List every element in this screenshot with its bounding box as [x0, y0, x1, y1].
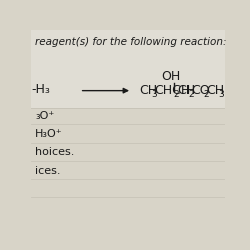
Text: ₃O⁺: ₃O⁺ — [35, 111, 54, 121]
Text: CH: CH — [139, 84, 157, 97]
Text: CHCH: CHCH — [154, 84, 190, 97]
Text: -H₃: -H₃ — [31, 83, 50, 96]
Text: OH: OH — [161, 70, 180, 83]
Bar — [31, 30, 225, 108]
Text: 2: 2 — [188, 90, 194, 99]
Text: 2: 2 — [174, 90, 179, 99]
Text: 2: 2 — [204, 90, 209, 99]
Text: H₃O⁺: H₃O⁺ — [35, 129, 63, 139]
Text: CO: CO — [192, 84, 210, 97]
Text: hoices.: hoices. — [35, 147, 74, 157]
Text: CH: CH — [206, 84, 225, 97]
Text: reagent(s) for the following reaction:: reagent(s) for the following reaction: — [35, 36, 226, 46]
Text: 3: 3 — [218, 90, 224, 99]
Text: 3: 3 — [151, 90, 157, 99]
Text: ices.: ices. — [35, 166, 60, 175]
Text: CH: CH — [177, 84, 195, 97]
